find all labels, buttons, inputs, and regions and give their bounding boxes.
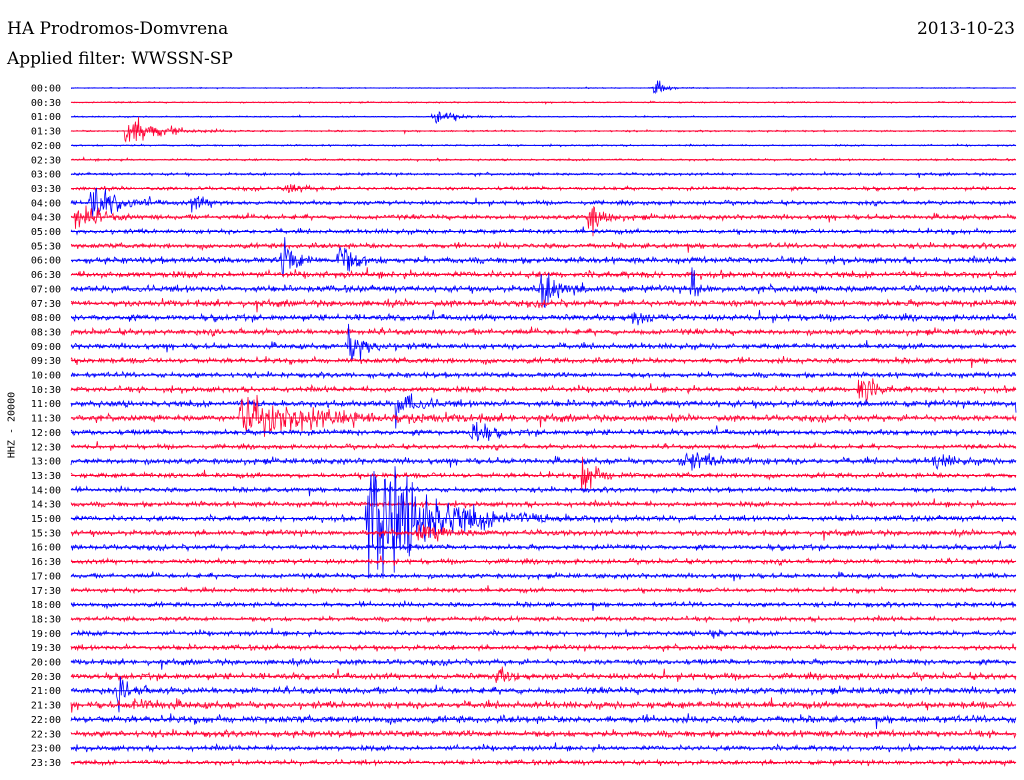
time-label: 16:00 bbox=[31, 543, 61, 554]
trace-1500 bbox=[70, 466, 1017, 579]
trace-0830 bbox=[70, 326, 1017, 338]
time-label: 06:00 bbox=[31, 256, 61, 267]
trace-0930 bbox=[70, 355, 1017, 368]
time-label: 21:00 bbox=[31, 686, 61, 697]
time-label: 13:00 bbox=[31, 457, 61, 468]
time-label: 06:30 bbox=[31, 270, 61, 281]
trace-1730 bbox=[70, 585, 1017, 595]
time-label: 10:00 bbox=[31, 371, 61, 382]
trace-1030 bbox=[70, 378, 1017, 403]
filter-label: Applied filter: WWSSN-SP bbox=[7, 49, 233, 69]
trace-1300 bbox=[70, 452, 1017, 471]
trace-1400 bbox=[70, 485, 1017, 497]
time-label: 07:30 bbox=[31, 299, 61, 310]
trace-1230 bbox=[70, 441, 1017, 452]
trace-2200 bbox=[70, 713, 1017, 730]
time-label: 18:00 bbox=[31, 600, 61, 611]
time-label: 05:30 bbox=[31, 241, 61, 252]
time-label: 07:00 bbox=[31, 284, 61, 295]
time-label: 02:30 bbox=[31, 155, 61, 166]
time-label: 03:30 bbox=[31, 184, 61, 195]
time-label: 20:00 bbox=[31, 658, 61, 669]
trace-0000 bbox=[70, 80, 1017, 95]
traces bbox=[70, 80, 1017, 768]
time-label: 19:00 bbox=[31, 629, 61, 640]
trace-2030 bbox=[70, 666, 1017, 683]
time-label: 03:00 bbox=[31, 170, 61, 181]
trace-0600 bbox=[70, 237, 1017, 277]
trace-1330 bbox=[70, 456, 1017, 491]
time-labels: 00:00 00:30 01:00 01:30 02:00 02:30 03:00 03:30… bbox=[31, 84, 61, 769]
trace-0100 bbox=[70, 111, 1017, 125]
time-label: 15:30 bbox=[31, 528, 61, 539]
trace-1430 bbox=[70, 498, 1017, 510]
time-label: 08:30 bbox=[31, 327, 61, 338]
trace-1800 bbox=[70, 600, 1017, 612]
time-label: 22:00 bbox=[31, 715, 61, 726]
time-label: 09:00 bbox=[31, 342, 61, 353]
time-label: 12:30 bbox=[31, 442, 61, 453]
time-label: 18:30 bbox=[31, 614, 61, 625]
time-label: 11:00 bbox=[31, 399, 61, 410]
time-label: 12:00 bbox=[31, 428, 61, 439]
time-label: 05:00 bbox=[31, 227, 61, 238]
trace-0300 bbox=[70, 170, 1017, 179]
time-label: 00:30 bbox=[31, 98, 61, 109]
trace-0900 bbox=[70, 323, 1017, 361]
time-label: 10:30 bbox=[31, 385, 61, 396]
time-label: 17:30 bbox=[31, 586, 61, 597]
time-label: 08:00 bbox=[31, 313, 61, 324]
time-label: 15:00 bbox=[31, 514, 61, 525]
time-label: 11:30 bbox=[31, 414, 61, 425]
date-label: 2013-10-23 bbox=[916, 19, 1015, 39]
time-label: 14:00 bbox=[31, 485, 61, 496]
time-label: 01:30 bbox=[31, 127, 61, 138]
trace-1600 bbox=[70, 540, 1017, 553]
time-label: 17:00 bbox=[31, 571, 61, 582]
time-label: 19:30 bbox=[31, 643, 61, 654]
trace-0400 bbox=[70, 187, 1017, 217]
time-label: 04:30 bbox=[31, 213, 61, 224]
trace-2100 bbox=[70, 676, 1017, 713]
time-label: 02:00 bbox=[31, 141, 61, 152]
trace-2000 bbox=[70, 657, 1017, 670]
trace-1530 bbox=[70, 524, 1017, 542]
trace-0530 bbox=[70, 241, 1017, 253]
trace-1630 bbox=[70, 555, 1017, 567]
trace-1200 bbox=[70, 422, 1017, 442]
time-label: 09:30 bbox=[31, 356, 61, 367]
trace-0500 bbox=[70, 226, 1017, 236]
time-label: 23:30 bbox=[31, 758, 61, 769]
trace-1100 bbox=[70, 393, 1017, 429]
trace-2300 bbox=[70, 742, 1017, 754]
time-label: 21:30 bbox=[31, 701, 61, 712]
trace-1130 bbox=[70, 394, 1017, 437]
time-label: 20:30 bbox=[31, 672, 61, 683]
trace-0730 bbox=[70, 297, 1017, 313]
time-label: 00:00 bbox=[31, 84, 61, 95]
trace-0630 bbox=[70, 267, 1017, 280]
time-label: 16:30 bbox=[31, 557, 61, 568]
time-label: 23:00 bbox=[31, 744, 61, 755]
time-label: 13:30 bbox=[31, 471, 61, 482]
time-label: 01:00 bbox=[31, 112, 61, 123]
trace-0130 bbox=[70, 116, 1017, 143]
time-label: 04:00 bbox=[31, 198, 61, 209]
time-label: 22:30 bbox=[31, 729, 61, 740]
station-title: HA Prodromos-Domvrena bbox=[7, 19, 229, 39]
time-label: 14:30 bbox=[31, 500, 61, 511]
